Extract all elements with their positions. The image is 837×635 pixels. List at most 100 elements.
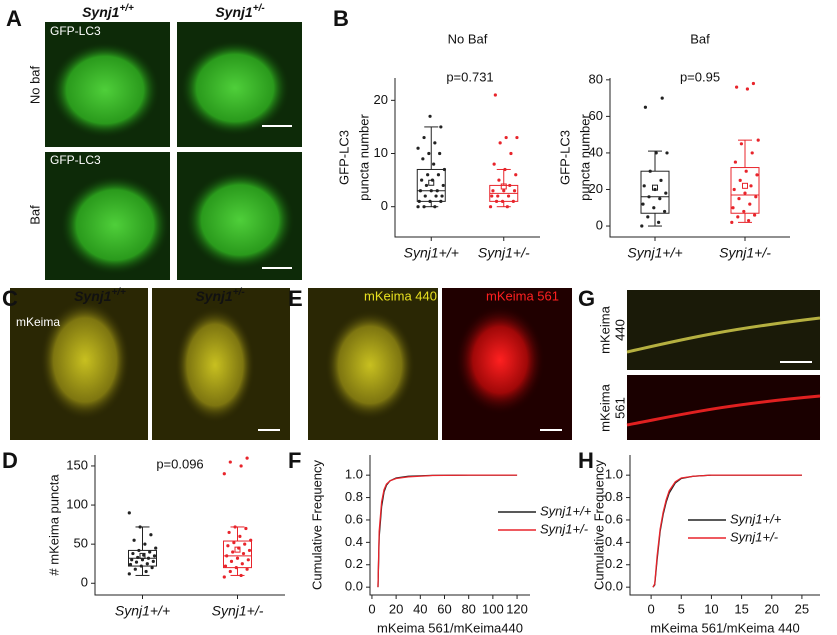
data-point [127, 572, 131, 576]
data-point [228, 460, 232, 464]
data-point [737, 197, 741, 201]
data-point [748, 202, 752, 206]
y-tick-label: 20 [589, 181, 603, 196]
data-point [739, 142, 744, 146]
data-point [442, 167, 447, 172]
box [730, 167, 760, 214]
x-axis-label: mKeima 561/mKeima 440 [650, 620, 800, 635]
data-point [143, 542, 147, 546]
data-point [749, 184, 753, 188]
data-point [152, 554, 157, 558]
data-point [154, 546, 158, 550]
data-point [514, 173, 518, 177]
x-tick-label: Synj1+/- [719, 245, 771, 261]
box [640, 170, 670, 214]
data-point [137, 548, 141, 553]
data-point [498, 141, 502, 145]
data-point [657, 220, 661, 224]
data-point [428, 199, 432, 203]
y-axis-label: # mKeima puncta [46, 474, 61, 576]
axis [609, 78, 790, 238]
data-point [235, 556, 240, 560]
y-tick-label: 60 [589, 108, 603, 123]
y-tick-label: 150 [66, 457, 88, 472]
data-point [234, 566, 238, 570]
x-tick-label: Synj1+/- [212, 603, 264, 619]
data-point [653, 187, 657, 192]
cell [185, 170, 295, 270]
data-point [140, 558, 145, 562]
data-point [743, 191, 747, 195]
cell [180, 40, 290, 136]
data-point [750, 151, 754, 155]
y-axis-label: GFP-LC3 [336, 130, 351, 185]
data-point [745, 87, 750, 91]
data-point [222, 575, 226, 579]
data-point [432, 162, 436, 166]
data-point [733, 160, 738, 164]
data-point [509, 151, 513, 156]
mean [500, 183, 507, 190]
data-point [438, 151, 442, 156]
data-point [138, 525, 142, 529]
data-point [643, 105, 648, 109]
stain-label: GFP-LC3 [50, 24, 101, 38]
axis [629, 455, 820, 596]
data-point [150, 566, 154, 570]
data-point [132, 538, 136, 542]
data-point [659, 178, 663, 182]
panel-letter: F [288, 448, 301, 473]
y-axis-label: puncta number [356, 113, 371, 200]
data-point [433, 141, 437, 145]
data-point [418, 189, 423, 193]
data-point [652, 206, 656, 210]
cdf-line [377, 474, 518, 588]
data-point [665, 151, 669, 155]
cell [60, 175, 170, 275]
data-point [502, 189, 506, 193]
annotation: p=0.096 [156, 456, 203, 471]
stain-label: GFP-LC3 [50, 153, 101, 167]
data-point [146, 556, 151, 560]
data-point [515, 135, 519, 140]
row-label: 561 [612, 397, 627, 419]
data-point [492, 162, 496, 166]
data-point [730, 220, 734, 224]
data-point [228, 569, 232, 574]
data-point [417, 199, 421, 203]
panel-letters: A B C D E F G H [2, 6, 595, 473]
data-point [508, 183, 512, 188]
data-point [227, 530, 231, 535]
y-tick-label: 0 [381, 198, 388, 213]
annotation: p=0.731 [446, 69, 493, 84]
data-point [240, 562, 244, 566]
data-point [753, 213, 757, 217]
legend-label: Synj1+/+ [730, 511, 782, 526]
y-tick-label: 100 [66, 496, 88, 511]
y-tick-label: 50 [74, 536, 88, 551]
data-point [134, 560, 139, 564]
data-point [663, 209, 667, 214]
data-point [755, 173, 759, 177]
y-tick-label: 0.6 [345, 511, 363, 526]
data-point [243, 542, 247, 546]
data-point [225, 554, 229, 558]
axis [394, 78, 540, 238]
data-point [504, 135, 508, 140]
y-tick-label: 0.2 [605, 556, 623, 571]
legend-label: Synj1+/- [730, 529, 779, 544]
y-tick-label: 0.6 [605, 511, 623, 526]
neurite [626, 394, 821, 427]
data-point [422, 205, 426, 209]
panel-letter: H [578, 448, 594, 473]
y-tick-label: 10 [374, 145, 388, 160]
cell [40, 300, 130, 420]
y-axis-label: puncta number [577, 113, 592, 200]
data-point [493, 93, 497, 97]
data-point [237, 546, 241, 550]
legend-label: Synj1+/+ [540, 503, 592, 518]
data-point [731, 206, 735, 210]
data-point [646, 215, 650, 219]
data-point [149, 533, 153, 537]
data-point [648, 169, 652, 173]
